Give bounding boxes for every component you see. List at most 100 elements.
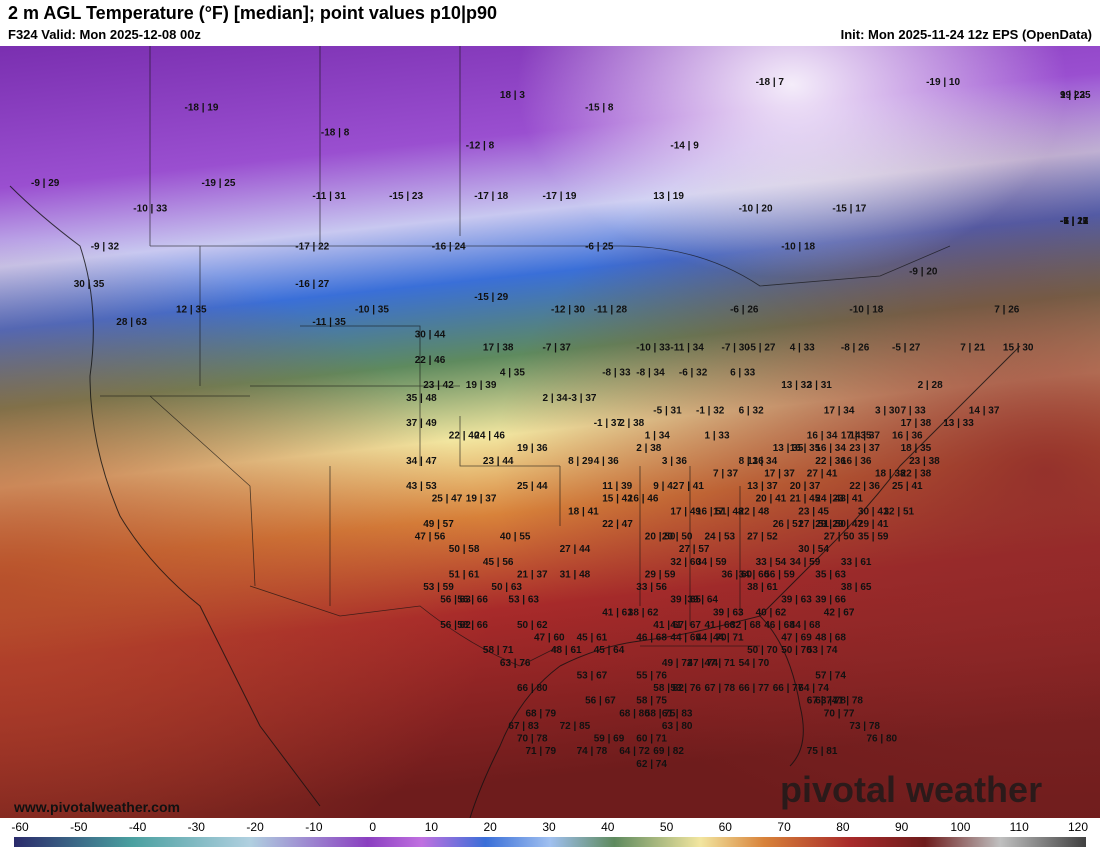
point-value: -15 | 17	[832, 203, 866, 214]
point-value: 19 | 36	[517, 443, 548, 454]
point-value: 56 | 62	[440, 620, 471, 631]
point-value: 57 | 74	[815, 670, 846, 681]
point-value: -10 | 33	[133, 203, 167, 214]
point-value: 17 | 38	[483, 342, 514, 353]
point-value: 1 | 34	[645, 431, 670, 442]
colorbar-tick-label: 80	[836, 820, 850, 834]
point-value: -11 | 35	[312, 317, 346, 328]
point-value: 53 | 74	[807, 645, 838, 656]
point-value: -6 | 32	[679, 368, 708, 379]
point-value: 49 | 72	[662, 658, 693, 669]
point-value: 62 | 74	[636, 759, 667, 770]
point-value: 30 | 41	[858, 506, 889, 517]
point-value: 38 | 61	[747, 582, 778, 593]
point-value: 21 | 45	[790, 494, 821, 505]
point-value: -14 | 9	[670, 140, 699, 151]
point-value: 27 | 52	[747, 532, 778, 543]
coastline	[9, 185, 1021, 818]
point-value: 7 | 33	[901, 405, 926, 416]
point-value: 47 | 69	[781, 633, 812, 644]
init-time: Init: Mon 2025-11-24 12z EPS (OpenData)	[840, 27, 1092, 42]
point-value: 22 | 40	[449, 431, 480, 442]
point-value: 17 | 38	[901, 418, 932, 429]
point-value: -10 | 35	[355, 304, 389, 315]
point-value: 37 | 49	[406, 418, 437, 429]
point-value: 67 | 83	[508, 721, 539, 732]
point-value: 56 | 59	[764, 569, 795, 580]
point-value: 58 | 75	[645, 708, 676, 719]
colorbar-tick-label: -30	[187, 820, 205, 834]
point-value: 60 | 71	[636, 734, 667, 745]
point-value: -10 | 18	[781, 241, 815, 252]
point-value: 2 | 34	[543, 393, 568, 404]
point-value: 33 | 54	[756, 557, 787, 568]
point-value: -6 | 25	[585, 241, 614, 252]
point-value: 17 | 34	[824, 405, 855, 416]
colorbar-tick-label: 120	[1067, 820, 1089, 834]
point-value: 19 | 25	[1060, 90, 1091, 101]
point-value: -9 | 32	[91, 241, 120, 252]
point-value: 63 | 76	[500, 658, 531, 669]
point-value: 39 | 65	[670, 595, 701, 606]
point-value: 71 | 78	[832, 696, 863, 707]
point-value: 16 | 46	[628, 494, 659, 505]
point-value: 12 | 35	[176, 304, 207, 315]
point-value: -15 | 23	[389, 191, 423, 202]
point-value: 47 | 56	[415, 532, 446, 543]
point-value: 25 | 47	[432, 494, 463, 505]
colorbar-tick-label: -20	[246, 820, 264, 834]
point-value: 14 | 37	[969, 405, 1000, 416]
point-value: 2 | 38	[636, 443, 661, 454]
point-value: 27 | 57	[679, 544, 710, 555]
colorbar-tick-label: -10	[305, 820, 323, 834]
point-value: 29 | 41	[858, 519, 889, 530]
point-value: -17 | 22	[295, 241, 329, 252]
point-value: 26 | 51	[773, 519, 804, 530]
point-value: -10 | 33	[636, 342, 670, 353]
point-value: 66 | 77	[739, 683, 770, 694]
point-value: 64 | 72	[619, 746, 650, 757]
temperature-map[interactable]: -18 | 19 -18 | 8 18 | 3 -15 | 8 -18 | 7 -19 |…	[0, 46, 1100, 818]
point-value: 18 | 38	[875, 469, 906, 480]
point-value: 58 | 66	[457, 620, 488, 631]
point-value: -17 | 18	[474, 191, 508, 202]
point-value: 50 | 58	[449, 544, 480, 555]
point-value: 46 | 68	[636, 633, 667, 644]
point-value: 15 | 30	[1003, 342, 1034, 353]
point-value: -9 | 20	[909, 267, 938, 278]
point-value: 22 | 38	[901, 469, 932, 480]
point-value: 15 | 42	[602, 494, 633, 505]
point-value: -8 | 26	[841, 342, 870, 353]
point-value: -8 | 34	[636, 368, 665, 379]
point-value: -19 | 25	[202, 178, 236, 189]
point-value: 44 | 71	[713, 633, 744, 644]
point-value: 13 | 35	[773, 443, 804, 454]
point-value: 16 | 36	[892, 431, 923, 442]
point-value: 32 | 68	[730, 620, 761, 631]
point-value: 71 | 79	[526, 746, 557, 757]
point-value: 16 | 51	[696, 506, 727, 517]
point-value: 72 | 85	[560, 721, 591, 732]
colorbar	[14, 837, 1086, 847]
point-value: -18 | 19	[185, 103, 219, 114]
point-value: 63 | 78	[815, 696, 846, 707]
point-value: -11 | 34	[670, 342, 704, 353]
point-value: 7 | 37	[713, 469, 738, 480]
point-value: 40 | 55	[500, 532, 531, 543]
point-value: 27 | 44	[560, 544, 591, 555]
point-value: 50 | 62	[517, 620, 548, 631]
colorbar-tick-label: 90	[895, 820, 909, 834]
point-value: 22 | 48	[739, 506, 770, 517]
point-value: -15 | 29	[474, 292, 508, 303]
colorbar-tick-label: 50	[659, 820, 674, 834]
point-value: -8 | 33	[602, 368, 631, 379]
point-value: 22 | 47	[602, 519, 633, 530]
colorbar-tick-label: 110	[1009, 820, 1029, 834]
point-value: 61 | 83	[662, 708, 693, 719]
point-value: -19 | 10	[926, 77, 960, 88]
point-value: 36 | 60	[722, 569, 753, 580]
point-value: 30 | 44	[415, 330, 446, 341]
point-value: 56 | 63	[440, 595, 471, 606]
point-value: 34 | 59	[790, 557, 821, 568]
